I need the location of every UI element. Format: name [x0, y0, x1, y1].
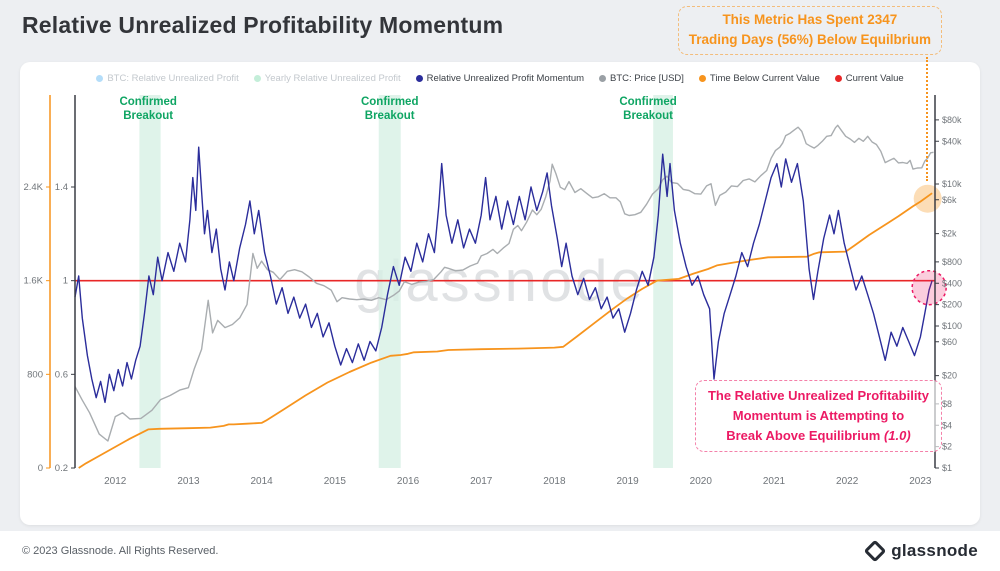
price-axis-label: $800 [942, 257, 962, 267]
price-axis-label: $4 [942, 420, 952, 430]
glassnode-watermark: glassnode [354, 249, 646, 314]
x-axis-year-label: 2012 [104, 476, 127, 487]
x-axis-year-label: 2017 [470, 476, 493, 487]
x-axis-year-label: 2022 [836, 476, 859, 487]
breakout-label: Confirmed Breakout [619, 96, 677, 122]
momentum-axis-label: 1 [63, 276, 68, 287]
x-axis-year-label: 2014 [251, 476, 274, 487]
glassnode-logo-icon [863, 539, 887, 563]
annotation-connector-line [926, 57, 928, 181]
glassnode-logo-text: glassnode [891, 541, 978, 560]
price-axis-label: $80k [942, 115, 962, 125]
legend-item[interactable]: Time Below Current Value [698, 73, 820, 84]
chart-card: glassnode Confirmed Breakout Confirmed Brea… [20, 62, 980, 525]
copyright-text: © 2023 Glassnode. All Rights Reserved. [22, 545, 219, 557]
btc-price-line [74, 124, 934, 442]
legend-label: Current Value [845, 73, 904, 84]
breakout-label: Confirmed Breakout [361, 96, 419, 122]
price-axis-label: $2 [942, 442, 952, 452]
price-axis-label: $6k [942, 195, 957, 205]
legend-dot-icon [698, 75, 706, 82]
x-axis-year-label: 2023 [909, 476, 932, 487]
orange-highlight-circle [913, 184, 942, 213]
pink-highlight-circle [911, 269, 947, 306]
price-axis-label: $200 [942, 300, 962, 310]
days-axis-label: 800 [27, 369, 43, 380]
legend-label: BTC: Relative Unrealized Profit [107, 73, 239, 84]
page-title: Relative Unrealized Profitability Moment… [22, 12, 504, 38]
price-axis-label: $40k [942, 136, 962, 146]
legend-item[interactable]: BTC: Relative Unrealized Profit [96, 73, 239, 84]
price-axis-label: $400 [942, 278, 962, 288]
legend-dot-icon [415, 75, 423, 82]
x-axis-year-label: 2018 [543, 476, 566, 487]
momentum-axis-label: 0.2 [55, 463, 68, 474]
legend-dot-icon [834, 75, 842, 82]
glassnode-logo: glassnode [863, 539, 978, 563]
legend-item[interactable]: Relative Unrealized Profit Momentum [415, 73, 585, 84]
momentum-axis-label: 1.4 [55, 182, 68, 193]
x-axis-year-label: 2016 [397, 476, 420, 487]
price-axis-label: $2k [942, 229, 957, 239]
legend-item[interactable]: BTC: Price [USD] [599, 73, 684, 84]
annotation-pink-line2: Momentum is Attempting to [732, 408, 905, 424]
annotation-top-line2: Trading Days (56%) Below Equilbrium [688, 32, 931, 48]
footer: © 2023 Glassnode. All Rights Reserved. g… [0, 531, 1000, 571]
legend-dot-icon [96, 75, 104, 82]
x-axis-year-label: 2020 [690, 476, 713, 487]
days-axis-label: 2.4K [23, 182, 43, 193]
legend-label: BTC: Price [USD] [610, 73, 684, 84]
x-axis-year-label: 2019 [616, 476, 639, 487]
legend-dot-icon [253, 75, 261, 82]
x-axis-year-label: 2015 [324, 476, 347, 487]
legend-label: Relative Unrealized Profit Momentum [426, 73, 585, 84]
legend-dot-icon [599, 75, 607, 82]
annotation-pink-line3: Break Above Equilibrium (1.0) [726, 428, 911, 444]
breakout-label: Confirmed Breakout [119, 96, 177, 122]
legend-item[interactable]: Yearly Relative Unrealized Profit [253, 73, 401, 84]
time-below-line [78, 192, 933, 469]
price-axis-label: $8 [942, 399, 952, 409]
chart-canvas: Confirmed Breakout Confirmed Breakout Confir… [23, 95, 962, 487]
price-axis-label: $60 [942, 337, 957, 347]
days-axis-label: 1.6K [23, 276, 43, 287]
price-axis-label: $20 [942, 371, 957, 381]
x-axis-year-label: 2013 [177, 476, 200, 487]
days-axis-label: 0 [38, 463, 43, 474]
legend-label: Yearly Relative Unrealized Profit [264, 73, 401, 84]
price-axis-label: $1 [942, 463, 952, 473]
annotation-top-right: This Metric Has Spent 2347 Trading Days … [677, 6, 942, 55]
legend-label: Time Below Current Value [709, 73, 820, 84]
momentum-axis-label: 0.6 [55, 369, 68, 380]
annotation-pink-line1: The Relative Unrealized Profitability [707, 388, 929, 403]
annotation-bottom-right: The Relative Unrealized Profitability Mo… [694, 380, 942, 453]
momentum-line [74, 146, 933, 404]
price-axis-label: $10k [942, 179, 962, 189]
legend: BTC: Relative Unrealized Profit Yearly Re… [20, 73, 980, 84]
price-axis-label: $100 [942, 321, 962, 331]
legend-item[interactable]: Current Value [834, 73, 904, 84]
annotation-top-line1: This Metric Has Spent 2347 [722, 12, 898, 27]
x-axis-year-label: 2021 [763, 476, 786, 487]
